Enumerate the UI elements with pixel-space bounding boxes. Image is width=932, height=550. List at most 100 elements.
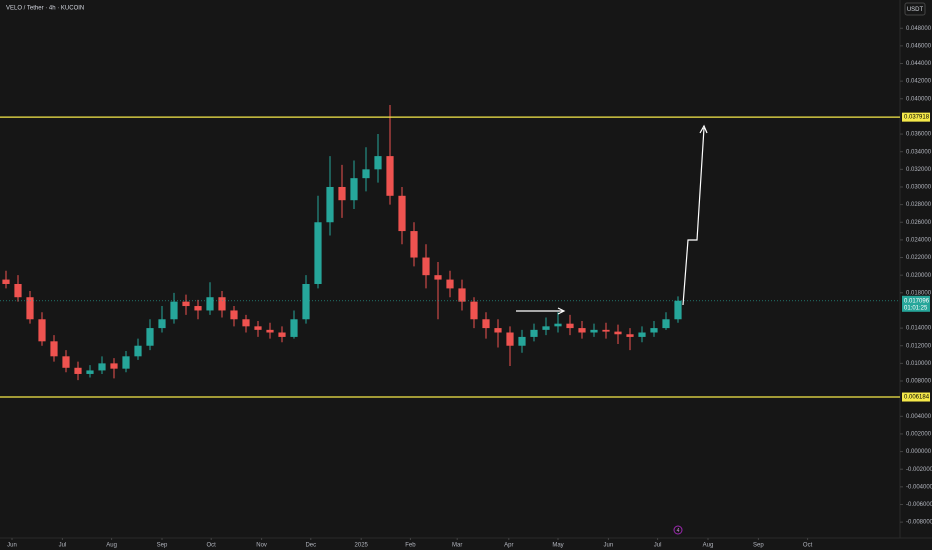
candle-body	[566, 323, 574, 329]
candle-body	[554, 323, 562, 327]
y-tick-label: 0.036000	[906, 132, 932, 138]
y-tick-label: -0.002000	[906, 467, 932, 473]
candle-body	[254, 326, 262, 330]
y-tick-label: 0.014000	[906, 326, 932, 332]
candle-body	[290, 319, 298, 337]
y-tick-label: 0.040000	[906, 96, 932, 102]
candle-body	[374, 156, 382, 170]
candle-body	[302, 283, 310, 320]
x-tick-label: Oct	[803, 543, 813, 549]
y-tick-label: 0.004000	[906, 414, 932, 420]
y-tick-label: 0.012000	[906, 343, 932, 349]
y-tick-label: 0.026000	[906, 220, 932, 226]
candle-body	[170, 301, 178, 320]
candle-body	[626, 334, 634, 337]
candle-body	[530, 329, 538, 337]
candle-body	[602, 329, 610, 332]
y-tick-label: 0.044000	[906, 61, 932, 67]
x-tick-label: Jul	[59, 543, 67, 549]
candle-body	[326, 186, 334, 223]
plot-area	[2, 104, 682, 381]
x-tick-label: Mar	[452, 543, 462, 549]
candle-body	[158, 319, 166, 329]
candle-body	[458, 288, 466, 302]
candle-body	[362, 169, 370, 179]
event-marker[interactable]	[673, 525, 683, 535]
y-tick-label: 0.042000	[906, 79, 932, 85]
candle-body	[194, 306, 202, 311]
candle-body	[74, 367, 82, 374]
candle-body	[398, 195, 406, 232]
y-tick-label: 0.030000	[906, 185, 932, 191]
level-label: 0.037918	[904, 115, 930, 121]
y-tick-label: 0.000000	[906, 449, 932, 455]
candle-body	[314, 222, 322, 284]
candle-body	[434, 275, 442, 280]
candle-body	[50, 341, 58, 357]
candle-body	[98, 363, 106, 371]
candle-body	[86, 370, 94, 374]
level-label-box	[902, 112, 930, 122]
y-tick-label: 0.018000	[906, 290, 932, 296]
candle-body	[578, 328, 586, 333]
drawing-arrows	[516, 124, 708, 315]
x-tick-label: May	[552, 543, 563, 549]
candle-body	[386, 156, 394, 196]
level-label-box	[902, 392, 930, 402]
y-tick-label: -0.006000	[906, 502, 932, 508]
candle-body	[674, 300, 682, 320]
x-tick-label: Feb	[405, 543, 416, 549]
currency-box[interactable]	[904, 2, 926, 16]
candle-body	[14, 283, 22, 298]
candle-body	[122, 356, 130, 369]
candle-body	[110, 363, 118, 369]
last-price-label: 0.017096	[904, 298, 930, 304]
x-tick-label: Oct	[207, 543, 217, 549]
candle-body	[38, 319, 46, 342]
candle-body	[266, 329, 274, 333]
candle-body	[26, 297, 34, 320]
level-label: 0.006184	[904, 395, 930, 401]
x-tick-label: Aug	[106, 543, 117, 549]
y-tick-label: 0.020000	[906, 273, 932, 279]
y-tick-label: 0.022000	[906, 255, 932, 261]
arrow-up	[682, 127, 705, 306]
y-tick-label: 0.002000	[906, 432, 932, 438]
symbol-header: VELO / Tether · 4h · KUCOIN	[6, 6, 84, 12]
x-tick-label: Sep	[157, 543, 168, 549]
candle-body	[446, 279, 454, 289]
candle-body	[614, 331, 622, 335]
candle-body	[62, 356, 70, 368]
candle-body	[590, 329, 598, 333]
candle-body	[638, 332, 646, 337]
x-tick-label: Jul	[654, 543, 662, 549]
x-tick-label: Jun	[604, 543, 614, 549]
currency-label[interactable]: USDT	[907, 7, 924, 13]
candle-body	[206, 297, 214, 311]
y-tick-label: -0.008000	[906, 520, 932, 526]
x-tick-label: Jun	[7, 543, 17, 549]
y-tick-label: 0.028000	[906, 202, 932, 208]
x-tick-label: Apr	[504, 543, 513, 549]
candle-body	[134, 345, 142, 357]
y-tick-label: 0.048000	[906, 26, 932, 32]
candle-body	[506, 332, 514, 346]
y-tick-label: 0.010000	[906, 361, 932, 367]
candle-body	[338, 186, 346, 201]
candle-body	[470, 301, 478, 320]
y-tick-label: 0.034000	[906, 149, 932, 155]
y-tick-label: 0.046000	[906, 43, 932, 49]
candle-body	[494, 328, 502, 333]
candle-body	[2, 279, 10, 284]
candle-body	[278, 332, 286, 337]
candle-body	[518, 336, 526, 346]
candle-body	[218, 297, 226, 311]
event-marker-label[interactable]: 4	[677, 528, 680, 534]
x-tick-label: Aug	[703, 543, 714, 549]
x-tick-label: Dec	[305, 543, 316, 549]
arrow-head	[557, 307, 566, 315]
candle-body	[542, 326, 550, 330]
candle-body	[230, 310, 238, 320]
